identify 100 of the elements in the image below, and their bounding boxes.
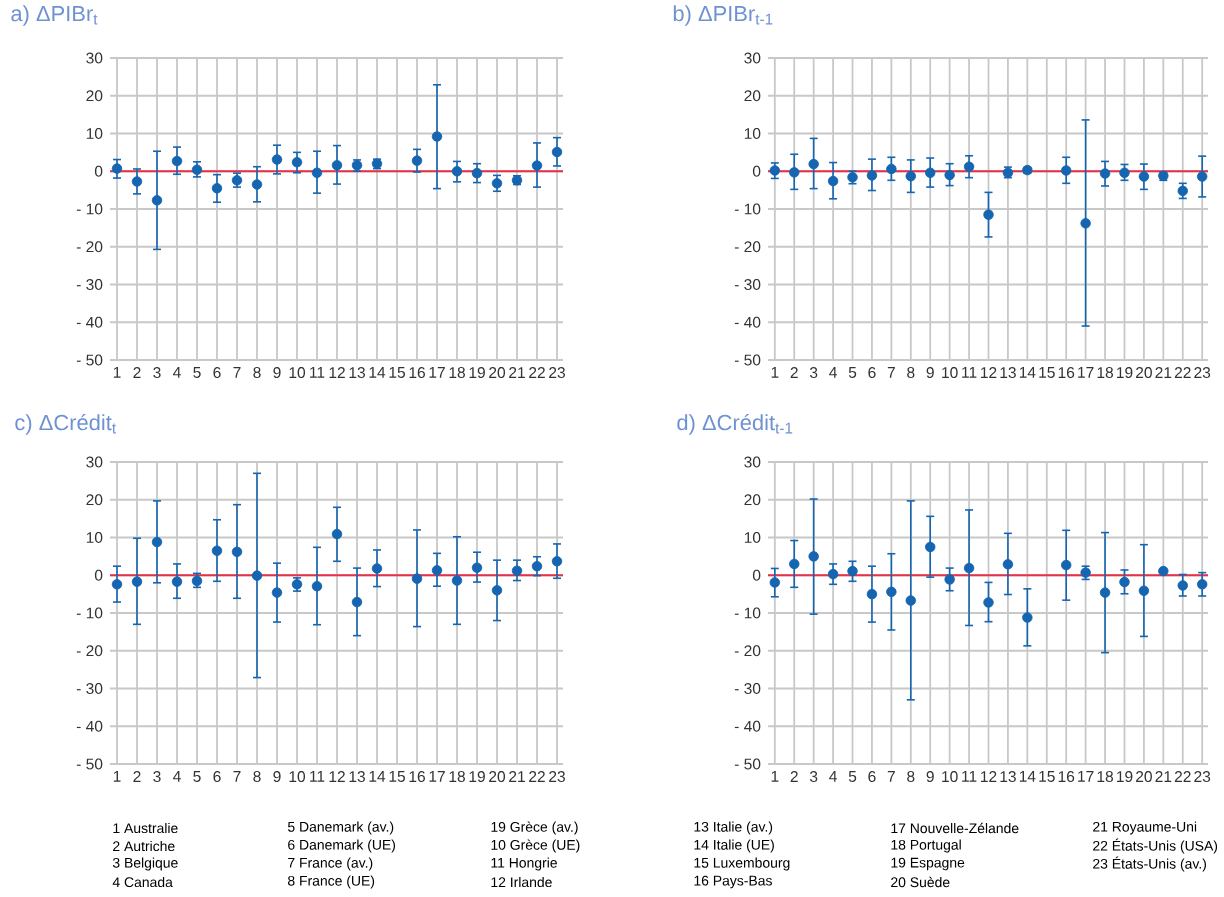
y-tick-label: - 40 <box>734 316 761 328</box>
x-tick-label: 2 <box>790 367 798 378</box>
x-tick-label: 9 <box>926 367 934 379</box>
point <box>251 570 263 581</box>
point <box>963 161 975 172</box>
y-tick-label: - 50 <box>76 758 103 770</box>
point <box>531 160 543 171</box>
text: 21 Royaume-Uni <box>1093 821 1197 835</box>
y-tick-label: - 30 <box>734 279 761 290</box>
point <box>847 565 858 577</box>
point <box>131 176 143 187</box>
x-tick-label: 19 <box>1117 367 1133 379</box>
x-tick-label: 21 <box>509 367 525 378</box>
x-tick-label: 15 <box>1039 771 1055 782</box>
x-tick-label: 12 <box>981 771 997 782</box>
x-tick-label: 2 <box>133 771 141 782</box>
x-tick-label: 21 <box>1155 367 1172 378</box>
point <box>1061 559 1072 571</box>
x-tick-label: 14 <box>1019 367 1036 378</box>
y-tick-label: - 50 <box>734 354 761 366</box>
x-tick-label: 20 <box>489 367 506 379</box>
y-tick-label: 30 <box>86 456 103 468</box>
x-tick-label: 12 <box>329 771 345 782</box>
text: 8 France (UE) <box>288 875 375 889</box>
point <box>491 178 503 189</box>
point <box>789 558 800 570</box>
text: 4 Canada <box>112 876 173 888</box>
x-tick-label: 19 <box>1117 771 1133 783</box>
x-tick-label: 11 <box>962 367 977 378</box>
y-tick-label: 30 <box>744 456 761 468</box>
x-tick-label: 1 <box>113 771 121 782</box>
x-tick-label: 6 <box>868 367 876 379</box>
point <box>291 156 303 168</box>
point <box>331 160 343 171</box>
x-tick-label: 20 <box>1136 771 1152 783</box>
x-tick-label: 1 <box>771 367 779 378</box>
x-tick-label: 8 <box>253 771 261 783</box>
point <box>808 551 819 562</box>
text: 12 Irlande <box>491 876 552 888</box>
y-tick-label: - 10 <box>734 607 761 619</box>
x-tick-label: 21 <box>509 771 525 782</box>
x-tick-label: 19 <box>469 771 485 783</box>
x-tick-label: 9 <box>926 771 934 783</box>
x-tick-label: 18 <box>449 367 465 379</box>
point <box>944 169 955 181</box>
x-tick-label: 18 <box>1097 771 1114 783</box>
x-tick-label: 11 <box>310 367 325 378</box>
x-tick-label: 8 <box>907 771 915 783</box>
text: 11 Hongrie <box>491 857 557 871</box>
x-tick-label: 9 <box>273 771 281 783</box>
point <box>769 165 781 176</box>
y-tick-label: 10 <box>744 128 761 139</box>
text: 23 États-Unis (av.) <box>1093 856 1206 872</box>
x-tick-label: 20 <box>489 771 506 783</box>
point <box>111 163 123 174</box>
point <box>886 586 897 598</box>
chart-title: d) ΔCrédit$_{t-1}$ <box>677 413 793 435</box>
y-tick-label: 10 <box>86 128 103 139</box>
x-tick-label: 3 <box>809 367 818 379</box>
x-tick-label: 6 <box>213 367 221 379</box>
point <box>491 585 503 596</box>
x-tick-label: 16 <box>409 771 425 783</box>
point <box>866 588 878 600</box>
chart-title: b) ΔPIBr$_{t-1}$ <box>673 5 773 26</box>
x-tick-label: 10 <box>942 771 958 783</box>
x-tick-label: 7 <box>233 771 241 782</box>
y-tick-label: - 40 <box>734 720 761 732</box>
x-tick-label: 22 <box>529 367 545 378</box>
point <box>111 579 123 590</box>
point <box>411 155 423 166</box>
y-tick-label: 20 <box>744 494 761 506</box>
point <box>1099 587 1111 598</box>
point <box>311 167 323 178</box>
point <box>451 166 463 177</box>
x-tick-label: 11 <box>310 771 325 782</box>
x-tick-label: 10 <box>289 771 306 783</box>
y-tick-label: - 40 <box>76 316 103 328</box>
x-tick-label: 3 <box>153 771 161 783</box>
point <box>905 595 916 606</box>
point <box>551 556 563 567</box>
y-tick-label: - 30 <box>76 683 103 695</box>
point <box>963 562 975 574</box>
x-tick-label: 18 <box>1097 367 1114 379</box>
x-tick-label: 23 <box>1194 367 1211 379</box>
point <box>769 577 781 588</box>
x-tick-label: 18 <box>449 771 465 783</box>
y-tick-label: 20 <box>86 494 103 506</box>
point <box>551 146 563 158</box>
y-tick-label: - 20 <box>76 241 103 253</box>
point <box>789 167 800 178</box>
text: 17 Nouvelle-Zélande <box>891 822 1019 834</box>
y-tick-label: - 40 <box>76 720 103 732</box>
point <box>331 528 343 540</box>
x-tick-label: 22 <box>529 771 545 782</box>
text: 10 Grèce (UE) <box>491 839 580 853</box>
y-tick-label: - 30 <box>734 683 761 695</box>
chart-title: c) ΔCrédit$_{t}$ <box>15 413 117 435</box>
x-tick-label: 5 <box>193 367 201 378</box>
x-tick-label: 8 <box>253 367 261 379</box>
y-tick-label: - 20 <box>734 241 761 253</box>
